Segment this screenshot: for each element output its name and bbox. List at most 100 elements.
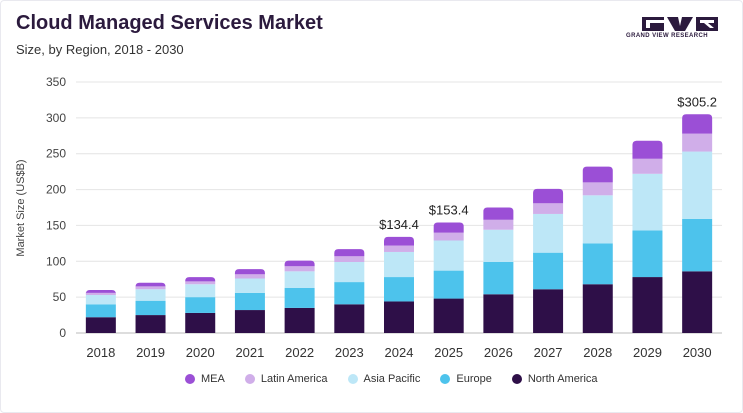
stacked-bars <box>85 114 713 333</box>
bar-segment-north-america <box>632 277 663 333</box>
legend-label: North America <box>527 373 598 385</box>
axis-labels: 0 50 100 150 200 250 300 350 2018 2019 2020 2021 202… <box>46 75 717 360</box>
legend-label: Latin America <box>260 373 328 385</box>
bar-segment-north-america <box>284 307 315 333</box>
bar-stack-2026 <box>483 207 514 333</box>
legend-label: Asia Pacific <box>363 373 421 385</box>
bar-stack-2022 <box>284 260 315 333</box>
chart-title: Cloud Managed Services Market <box>16 12 323 34</box>
bar-segment-north-america <box>483 294 514 333</box>
bar-segment-europe <box>632 230 663 278</box>
bar-segment-mea <box>284 260 315 267</box>
bar-segment-europe <box>185 297 216 313</box>
x-tick-label: 2026 <box>484 345 513 360</box>
y-tick-label: 100 <box>46 254 66 268</box>
bar-segment-north-america <box>384 301 414 333</box>
bar-segment-asia-pacific <box>582 195 613 244</box>
x-tick-label: 2030 <box>683 345 712 360</box>
x-tick-label: 2020 <box>186 345 215 360</box>
bar-segment-north-america <box>334 304 365 333</box>
y-tick-label: 300 <box>46 111 66 125</box>
bar-segment-north-america <box>234 310 265 333</box>
x-tick-label: 2022 <box>285 345 314 360</box>
bar-segment-north-america <box>533 289 564 333</box>
bar-segment-mea <box>185 277 216 282</box>
x-tick-label: 2018 <box>86 345 115 360</box>
legend-label: Europe <box>456 373 492 385</box>
bar-segment-north-america <box>433 298 464 333</box>
legend-item-europe: Europe <box>440 373 492 385</box>
bar-stack-2021 <box>234 269 265 333</box>
bar-segment-latin-america <box>483 219 514 230</box>
y-tick-label: 0 <box>59 326 66 340</box>
x-tick-label: 2027 <box>534 345 563 360</box>
legend-item-latin-america: Latin America <box>244 373 328 385</box>
total-value-label: $305.2 <box>677 94 717 109</box>
bar-segment-mea <box>234 269 265 275</box>
bar-segment-mea <box>682 114 713 134</box>
bar-segment-mea <box>384 236 414 246</box>
bar-segment-europe <box>483 262 514 295</box>
legend-swatch <box>185 374 195 384</box>
logo-text: GRAND VIEW RESEARCH <box>626 33 708 39</box>
bar-segment-asia-pacific <box>632 173 663 231</box>
x-tick-label: 2024 <box>385 345 414 360</box>
y-tick-label: 250 <box>46 147 66 161</box>
bar-segment-north-america <box>185 312 216 333</box>
bar-segment-latin-america <box>682 133 713 152</box>
bar-segment-latin-america <box>632 158 663 174</box>
bar-stack-2028 <box>582 166 613 333</box>
bar-stack-2027 <box>533 188 564 333</box>
bar-stack-2024 <box>384 236 414 333</box>
legend-label: MEA <box>201 373 225 385</box>
bar-stack-2018 <box>85 289 116 333</box>
bar-segment-mea <box>85 289 116 294</box>
bar-segment-latin-america <box>284 266 315 272</box>
bar-stack-2029 <box>632 140 663 333</box>
bar-segment-north-america <box>85 317 116 333</box>
bar-segment-europe <box>682 218 713 272</box>
bar-stack-2020 <box>185 277 216 333</box>
bar-segment-europe <box>334 282 365 305</box>
bar-segment-asia-pacific <box>384 251 414 278</box>
bar-segment-europe <box>533 252 564 290</box>
bar-segment-latin-america <box>384 245 414 252</box>
bar-segment-latin-america <box>433 232 464 241</box>
bar-segment-asia-pacific <box>284 271 315 288</box>
bar-segment-north-america <box>582 284 613 333</box>
total-value-label: $153.4 <box>429 203 469 218</box>
total-value-label: $134.4 <box>379 217 419 232</box>
legend-item-mea: MEA <box>185 373 225 385</box>
legend-swatch <box>244 374 255 384</box>
bar-segment-latin-america <box>185 281 216 285</box>
bar-segment-latin-america <box>135 286 166 290</box>
grand-view-research-logo <box>642 17 718 31</box>
x-tick-label: 2023 <box>335 345 364 360</box>
legend-item-asia-pacific: Asia Pacific <box>347 373 421 385</box>
bar-segment-latin-america <box>334 256 365 263</box>
bar-stack-2030 <box>682 114 713 333</box>
bar-segment-mea <box>533 188 564 204</box>
bar-segment-north-america <box>135 315 166 333</box>
bar-segment-mea <box>582 166 613 183</box>
x-tick-label: 2019 <box>136 345 165 360</box>
y-axis-label: Market Size (US$B) <box>15 159 27 256</box>
bar-segment-asia-pacific <box>682 151 713 219</box>
bar-segment-mea <box>483 207 514 220</box>
legend-swatch <box>511 374 522 384</box>
bar-segment-asia-pacific <box>85 294 116 305</box>
chart-subtitle: Size, by Region, 2018 - 2030 <box>16 42 184 57</box>
bar-segment-asia-pacific <box>533 213 564 253</box>
y-tick-label: 150 <box>46 218 66 232</box>
x-tick-label: 2021 <box>235 345 264 360</box>
bar-segment-europe <box>284 287 315 308</box>
bar-stack-2023 <box>334 249 365 333</box>
bar-segment-asia-pacific <box>433 240 464 271</box>
bar-segment-europe <box>85 304 116 318</box>
legend-item-north-america: North America <box>511 373 598 385</box>
bar-segment-mea <box>632 140 663 159</box>
bar-segment-asia-pacific <box>135 289 166 301</box>
bar-stack-2025 <box>433 222 464 333</box>
bar-segment-europe <box>433 270 464 299</box>
